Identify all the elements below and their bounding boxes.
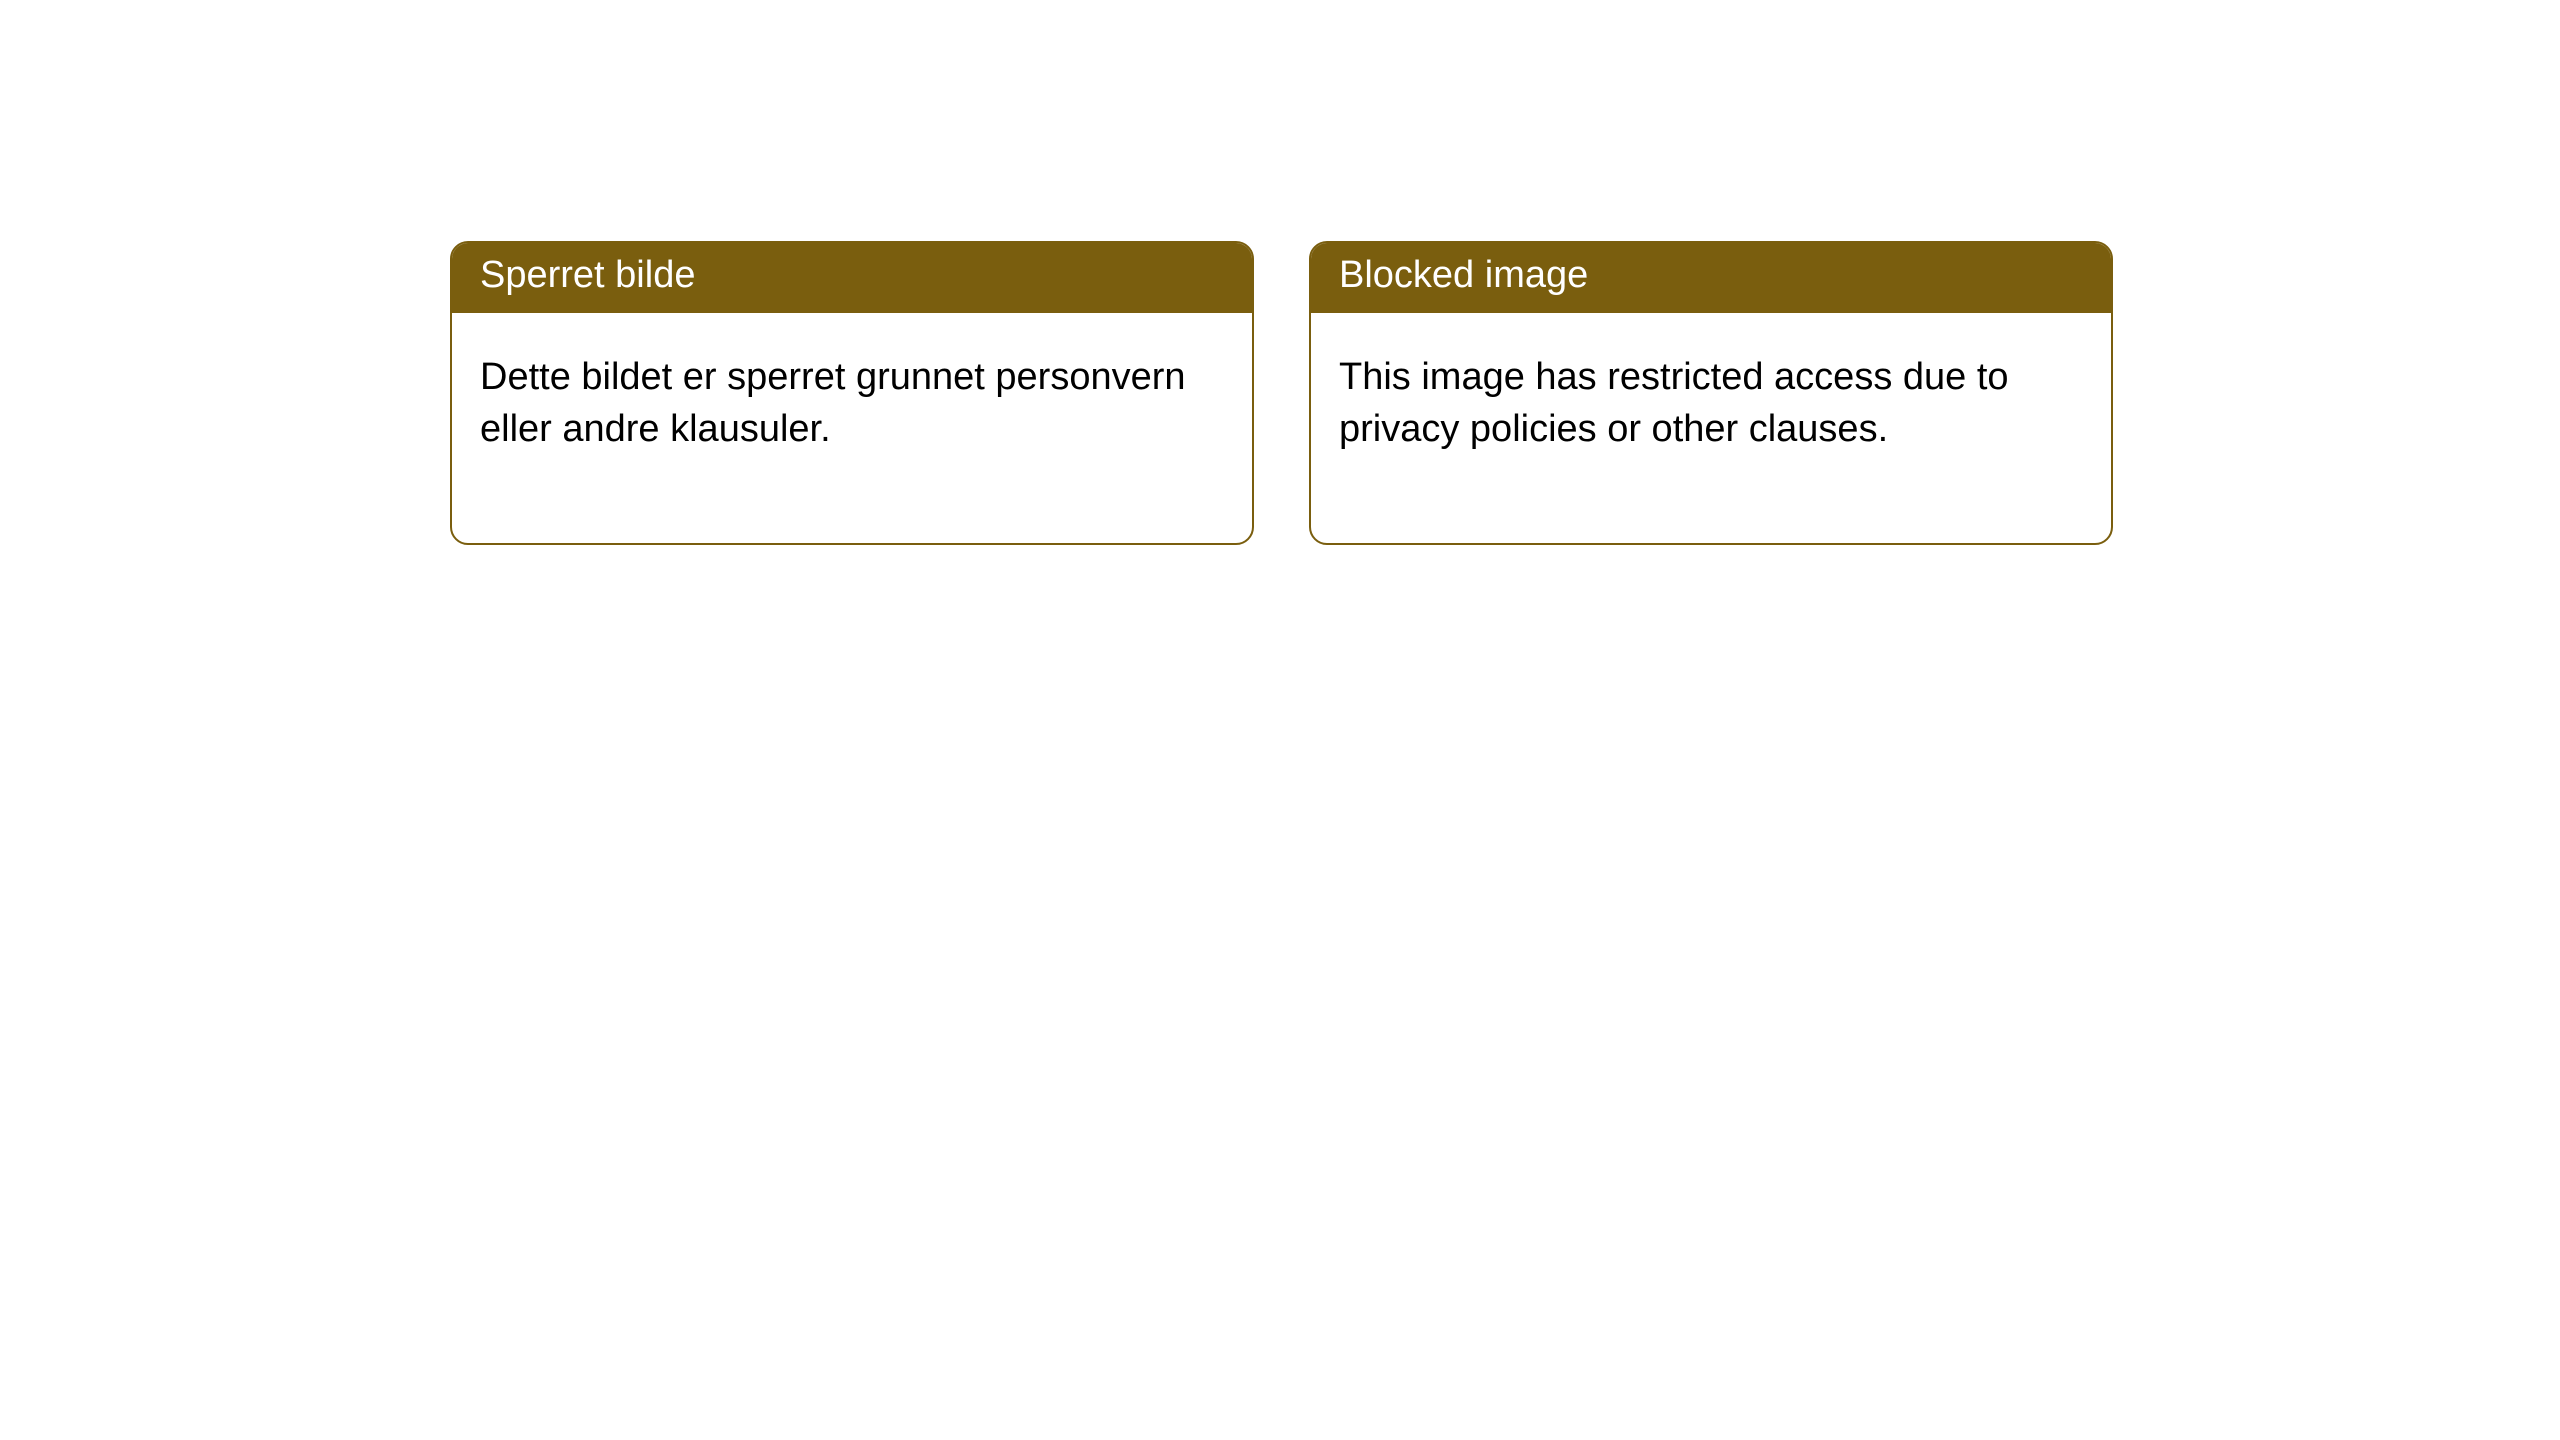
notice-card-norwegian: Sperret bilde Dette bildet er sperret gr… [450,241,1254,545]
notice-card-english: Blocked image This image has restricted … [1309,241,2113,545]
notice-body: Dette bildet er sperret grunnet personve… [452,313,1252,543]
notice-header: Blocked image [1311,243,2111,313]
notice-header: Sperret bilde [452,243,1252,313]
notice-body: This image has restricted access due to … [1311,313,2111,543]
notice-container: Sperret bilde Dette bildet er sperret gr… [450,241,2113,545]
